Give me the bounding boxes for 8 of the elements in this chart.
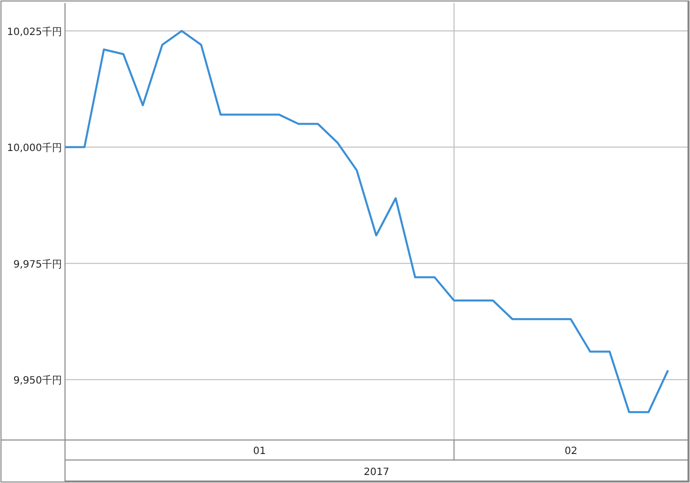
text: 01 xyxy=(253,446,266,457)
y-tick-label: 10,025千円 xyxy=(7,26,62,38)
text: 2017 xyxy=(364,467,390,478)
y-tick-label: 10,000千円 xyxy=(7,142,62,154)
line-series xyxy=(64,30,669,414)
y-tick-label: 9,975千円 xyxy=(13,258,62,270)
y-tick-label: 9,950千円 xyxy=(13,374,62,387)
text: 02 xyxy=(564,446,578,457)
